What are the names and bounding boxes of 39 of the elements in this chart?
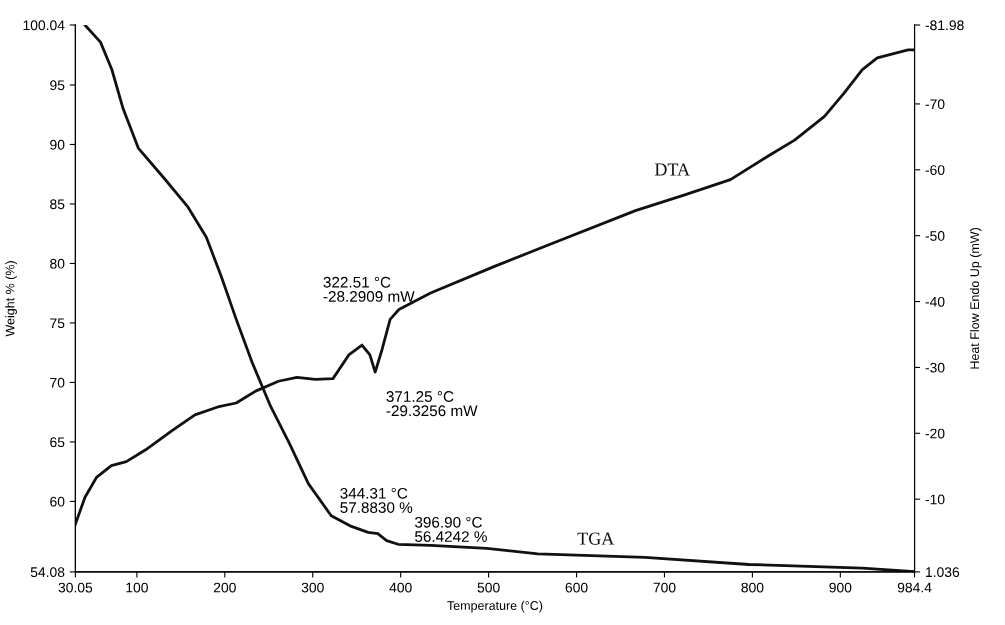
y2-tick-label: -60 — [925, 165, 945, 175]
annotation: 396.90 °C 56.4242 % — [414, 516, 487, 542]
x-tick-label: 30.05 — [58, 582, 93, 593]
x-tick-label: 400 — [389, 582, 412, 593]
y2-tick-label: -50 — [925, 231, 945, 241]
y-tick-label: 100.04 — [23, 20, 65, 31]
y-tick-label: 65 — [50, 437, 65, 448]
y2-tick-label: -70 — [925, 99, 945, 110]
annotation: 344.31 °C 57.8830 % — [340, 487, 413, 513]
y2-tick-label: -10 — [925, 494, 945, 505]
y-tick-label: 75 — [50, 318, 65, 329]
y2-tick-label: -40 — [925, 296, 945, 307]
y2-tick-label: 1.036 — [926, 567, 960, 578]
x-tick-label: 200 — [213, 582, 236, 593]
x-axis-title: Temperature (°C) — [447, 600, 543, 613]
x-tick-label: 800 — [741, 582, 764, 593]
y-tick-label: 85 — [50, 199, 65, 210]
annotation: 371.25 °C -29.3256 mW — [386, 391, 478, 417]
y2-tick-label: -30 — [925, 362, 945, 373]
x-tick-label: 100 — [126, 582, 148, 593]
x-tick-label: 500 — [477, 582, 500, 593]
y-tick-label: 70 — [50, 377, 65, 388]
y-axis-title: Weight % (%) — [5, 261, 17, 337]
y2-tick-label: -81.98 — [925, 20, 964, 31]
y-tick-label: 60 — [50, 496, 65, 507]
y-tick-label: 95 — [50, 80, 65, 91]
x-tick-label: 984.4 — [897, 582, 932, 593]
y-tick-label: 54.08 — [30, 567, 65, 578]
x-tick-label: 700 — [653, 582, 676, 593]
y-tick-label: 90 — [50, 139, 65, 150]
series-label: TGA — [577, 532, 615, 545]
y2-axis-title: Heat Flow Endo Up (mW) — [969, 228, 982, 369]
x-tick-label: 600 — [565, 582, 588, 593]
x-tick-label: 900 — [829, 582, 852, 593]
x-tick-label: 300 — [301, 582, 324, 593]
series-label: DTA — [654, 163, 690, 176]
y-tick-label: 80 — [50, 258, 65, 269]
y2-tick-label: -20 — [925, 428, 945, 439]
annotation: 322.51 °C -28.2909 mW — [323, 276, 415, 302]
